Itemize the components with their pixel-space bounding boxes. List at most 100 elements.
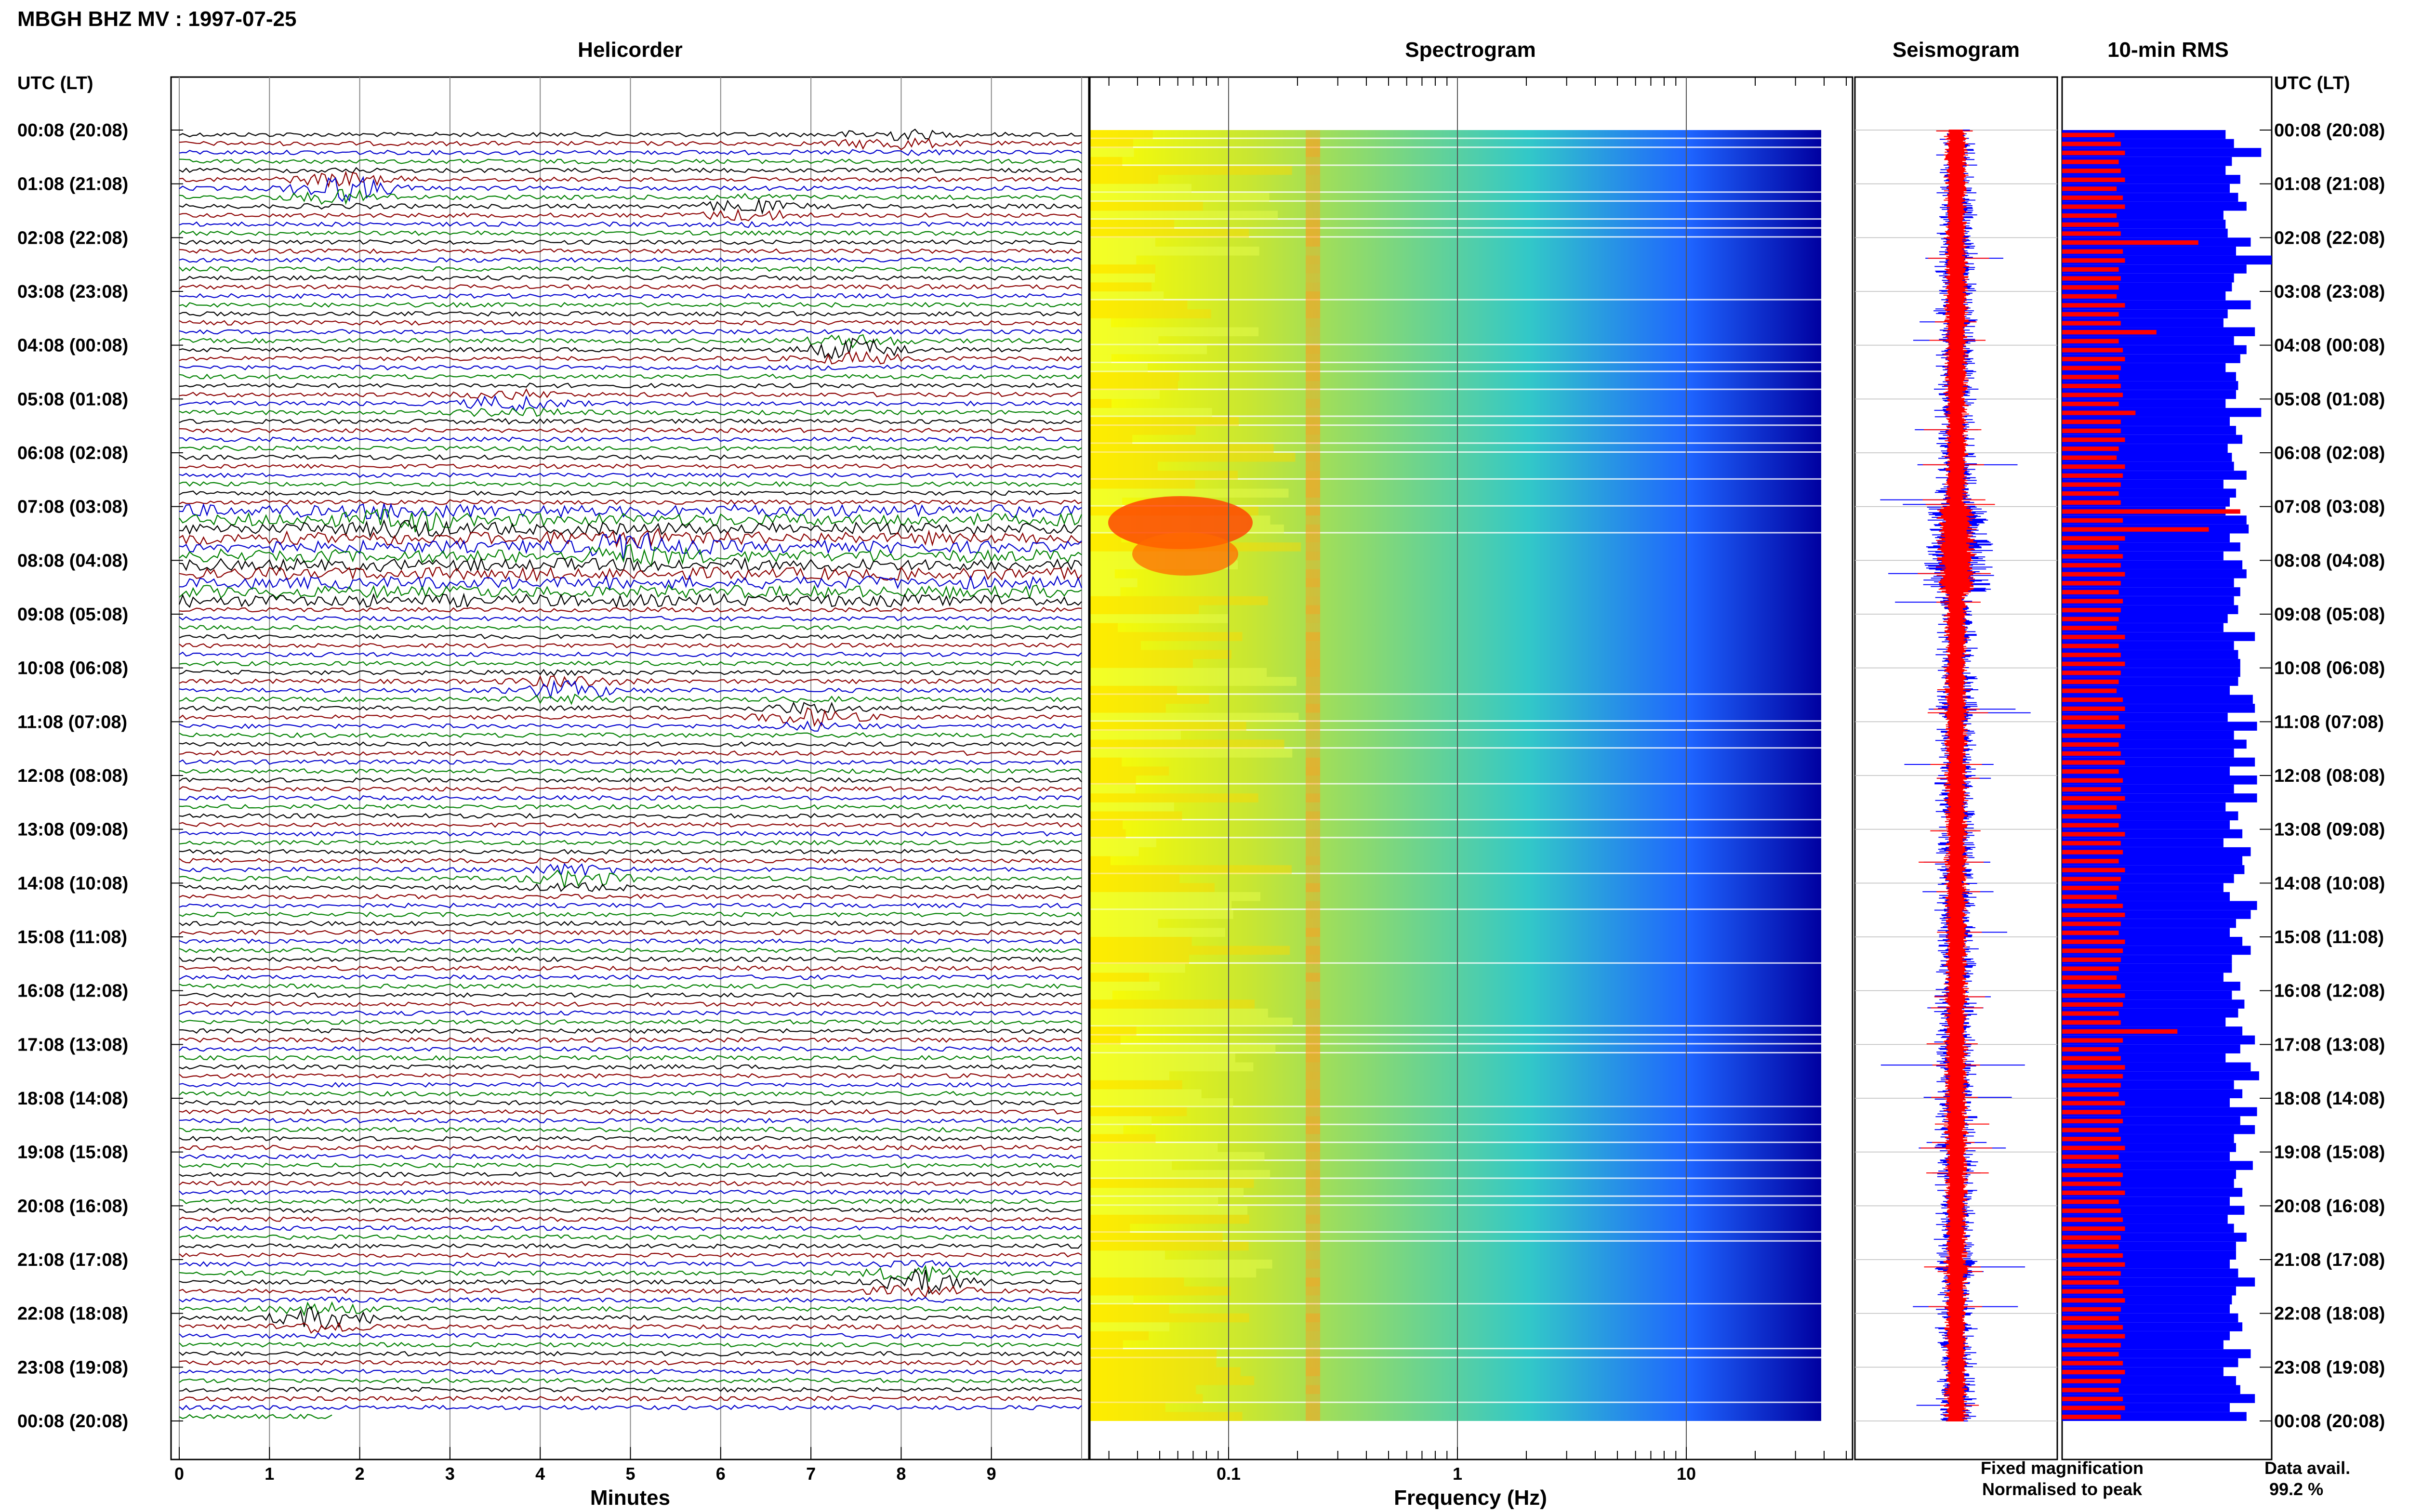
helicorder-trace — [179, 1360, 1082, 1366]
spectrogram-gap — [1090, 1052, 1821, 1053]
time-tick-label-left: 05:08 (01:08) — [17, 389, 128, 409]
rms-normalised-bar — [2062, 150, 2125, 156]
helicorder-trace — [179, 831, 1082, 837]
rms-normalised-bar — [2062, 1047, 2119, 1052]
rms-normalised-bar — [2062, 984, 2121, 989]
spectrogram-band — [1090, 802, 1174, 812]
helicorder-trace — [179, 149, 1082, 156]
axes-layer: 00:08 (20:08) 00:08 (20:08) 01:08 (21:08) 0… — [17, 120, 2385, 1484]
spectrogram-band — [1306, 381, 1320, 390]
rms-normalised-bar — [2062, 177, 2125, 182]
spectrogram-band — [1090, 928, 1225, 937]
helicorder-trace — [179, 1405, 1082, 1410]
rms-normalised-bar — [2062, 1137, 2121, 1142]
helicorder-trace — [179, 1296, 1082, 1303]
spectrogram-band — [1306, 345, 1320, 355]
data-availability-value: 99.2 % — [2269, 1479, 2323, 1499]
rms-normalised-bar — [2062, 930, 2119, 935]
spectrogram-band — [1306, 201, 1320, 211]
helicorder-trace — [179, 894, 1082, 900]
spectrogram-band — [1306, 820, 1320, 829]
rms-normalised-bar — [2062, 1414, 2121, 1420]
helicorder-trace — [179, 1162, 1082, 1169]
helicorder-trace — [179, 857, 1082, 864]
spectrogram-gap — [1090, 343, 1821, 345]
spectrogram-band — [1306, 264, 1320, 274]
seismogram-frame — [1854, 76, 2058, 1460]
rms-normalised-bar — [2062, 697, 2123, 702]
time-tick-label-right: 22:08 (18:08) — [2274, 1304, 2385, 1324]
spectrogram-band — [1306, 946, 1320, 955]
helicorder-trace — [179, 137, 1082, 151]
helicorder-trace — [179, 502, 1082, 520]
spectrogram-band — [1090, 1403, 1165, 1412]
spectrogram-band — [1090, 1089, 1202, 1098]
spectrogram-band — [1306, 838, 1320, 847]
spectrogram-band — [1306, 757, 1320, 767]
spectrogram-band — [1090, 1134, 1156, 1144]
time-tick-label-right: 07:08 (03:08) — [2274, 497, 2385, 517]
time-tick-label-left: 17:08 (13:08) — [17, 1035, 128, 1055]
spectrogram-gap — [1090, 532, 1821, 534]
spectrogram-band — [1090, 1206, 1248, 1215]
time-tick-label-right: 03:08 (23:08) — [2274, 282, 2385, 302]
spectrogram-band — [1090, 892, 1260, 901]
rms-normalised-bar — [2062, 634, 2125, 640]
time-tick-label-left: 02:08 (22:08) — [17, 228, 128, 248]
spectrogram-band — [1306, 1214, 1320, 1224]
spectrogram-gap — [1090, 191, 1821, 193]
rms-normalised-bar — [2062, 1074, 2123, 1079]
helicorder-trace — [179, 1395, 1082, 1402]
rms-normalised-bar — [2062, 267, 2119, 272]
spectrogram-band — [1306, 130, 1320, 139]
spectrogram-band — [1090, 739, 1284, 749]
spectrogram-band — [1306, 1250, 1320, 1260]
rms-normalised-bar — [2062, 599, 2123, 604]
rms-normalised-bar — [2062, 294, 2117, 299]
spectrogram-band — [1306, 1026, 1320, 1036]
spectrogram-band — [1306, 1412, 1320, 1421]
spectrogram-band — [1306, 928, 1320, 937]
time-tick-label-left: 20:08 (16:08) — [17, 1196, 128, 1216]
time-tick-label-right: 00:08 (20:08) — [2274, 120, 2385, 141]
helicorder-trace — [179, 189, 1082, 205]
rms-normalised-bar — [2062, 1155, 2119, 1159]
spectrogram-gap — [1090, 1204, 1821, 1206]
minute-tick-label: 4 — [535, 1464, 545, 1484]
rms-normalised-bar — [2062, 1002, 2123, 1007]
frequency-axis-label: Frequency (Hz) — [1394, 1486, 1547, 1510]
spectrogram-band — [1090, 1260, 1272, 1269]
helicorder-trace — [179, 532, 1082, 562]
spectrogram-band — [1090, 300, 1188, 310]
spectrogram-band — [1306, 1125, 1320, 1134]
spectrogram-gap — [1090, 1240, 1821, 1242]
helicorder-trace — [179, 701, 1082, 715]
rms-normalised-bar — [2062, 348, 2123, 353]
rms-normalised-bar — [2062, 1083, 2121, 1088]
spectrogram-band — [1306, 166, 1320, 175]
spectrogram-band — [1090, 1188, 1244, 1197]
spectrogram-band — [1090, 614, 1230, 623]
spectrogram-band — [1306, 766, 1320, 776]
rms-normalised-bar — [2062, 1235, 2121, 1240]
rms-normalised-bar — [2062, 948, 2123, 953]
spectrogram-gap — [1090, 1105, 1821, 1107]
rms-normalised-bar — [2062, 1379, 2121, 1383]
rms-normalised-bar — [2062, 393, 2123, 397]
spectrogram-band — [1090, 1161, 1172, 1170]
spectrogram-band — [1090, 453, 1296, 462]
spectrogram-band — [1090, 937, 1192, 946]
helicorder-trace — [179, 1413, 332, 1420]
helicorder-trace — [179, 519, 1082, 539]
spectrogram-gap — [1090, 1034, 1821, 1036]
rms-normalised-bar — [2062, 285, 2119, 290]
rms-normalised-bar — [2062, 258, 2125, 263]
helicorder-trace — [179, 490, 1082, 496]
rms-normalised-bar — [2062, 1091, 2119, 1097]
rms-normalised-bar — [2062, 814, 2121, 819]
rms-normalised-bar — [2062, 653, 2121, 657]
data-availability-label: Data avail. — [2264, 1458, 2350, 1478]
rms-normalised-bar — [2062, 491, 2119, 496]
rms-normalised-bar — [2062, 904, 2123, 908]
rms-normalised-bar — [2062, 733, 2121, 738]
